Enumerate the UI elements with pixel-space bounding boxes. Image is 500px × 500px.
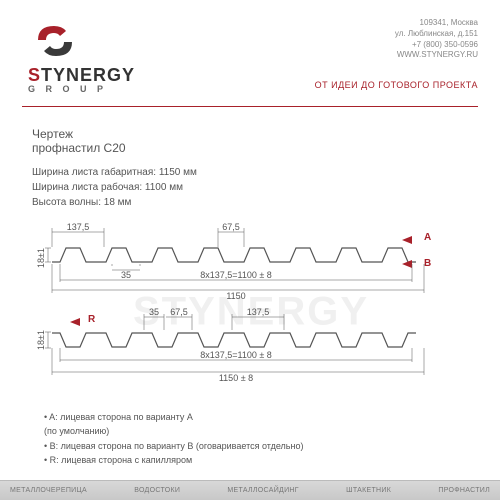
content: Чертеж профнастил С20 Ширина листа габар… xyxy=(0,107,500,468)
dim-calc2: 8x137,5=1100 ± 8 xyxy=(200,350,272,360)
brand-sub: G R O U P xyxy=(28,85,188,94)
note-line: • B: лицевая сторона по варианту B (огов… xyxy=(44,439,470,453)
marker-r: R xyxy=(88,314,96,325)
dim-overall: 1150 xyxy=(226,291,245,301)
dim-rib2: 35 xyxy=(149,307,159,317)
brand-mid: T xyxy=(41,65,53,85)
footer-item: ШТАКЕТНИК xyxy=(346,487,391,494)
notes: • A: лицевая сторона по варианту A (по у… xyxy=(32,410,470,468)
footer-item: ПРОФНАСТИЛ xyxy=(438,487,490,494)
note-line: (по умолчанию) xyxy=(44,424,470,438)
dim-calc: 8x137,5=1100 ± 8 xyxy=(200,270,272,280)
dim-rib: 35 xyxy=(121,270,131,280)
brand-suffix: YNERGY xyxy=(53,65,135,85)
marker-b: B xyxy=(424,258,431,269)
dim-height: 18±1 xyxy=(36,248,46,268)
footer-item: МЕТАЛЛОСАЙДИНГ xyxy=(227,487,298,494)
drawing-subtitle: профнастил С20 xyxy=(32,141,470,155)
contact-line: ул. Люблинская, д.151 xyxy=(395,29,478,40)
marker-r-arrow xyxy=(70,318,80,326)
spec-line: Ширина листа рабочая: 1100 мм xyxy=(32,180,470,195)
contact-line: WWW.STYNERGY.RU xyxy=(395,50,478,61)
logo-block: STYNERGY G R O U P xyxy=(28,18,188,94)
tagline: ОТ ИДЕИ ДО ГОТОВОГО ПРОЕКТА xyxy=(309,80,478,90)
brand-name: STYNERGY G R O U P xyxy=(28,66,188,94)
dim-overall2: 1150 ± 8 xyxy=(219,373,253,383)
dim-half2: 67,5 xyxy=(170,307,188,317)
contact-line: 109341, Москва xyxy=(395,18,478,29)
marker-a: A xyxy=(424,232,431,243)
spec-list: Ширина листа габаритная: 1150 мм Ширина … xyxy=(32,165,470,210)
marker-b-arrow xyxy=(402,260,412,268)
dim-half: 67,5 xyxy=(222,222,240,232)
contact-line: +7 (800) 350-0596 xyxy=(395,40,478,51)
dim-pitch2: 137,5 xyxy=(247,307,270,317)
marker-a-arrow xyxy=(402,236,412,244)
dim-pitch: 137,5 xyxy=(67,222,90,232)
footer-item: МЕТАЛЛОЧЕРЕПИЦА xyxy=(10,487,87,494)
spec-line: Высота волны: 18 мм xyxy=(32,195,470,210)
note-line: • R: лицевая сторона с капилляром xyxy=(44,453,470,467)
drawing-title: Чертеж xyxy=(32,127,470,141)
footer: МЕТАЛЛОЧЕРЕПИЦА ВОДОСТОКИ МЕТАЛЛОСАЙДИНГ… xyxy=(0,480,500,500)
footer-item: ВОДОСТОКИ xyxy=(134,487,180,494)
profile-diagram: 137,5 67,5 35 18±1 A B xyxy=(32,222,452,402)
divider xyxy=(22,106,478,107)
diagram-zone: STYNERGY 137,5 67,5 35 xyxy=(32,222,470,402)
dim-height2: 18±1 xyxy=(36,330,46,350)
logo-icon xyxy=(32,18,78,64)
note-line: • A: лицевая сторона по варианту A xyxy=(44,410,470,424)
brand-prefix: S xyxy=(28,65,41,85)
spec-line: Ширина листа габаритная: 1150 мм xyxy=(32,165,470,180)
